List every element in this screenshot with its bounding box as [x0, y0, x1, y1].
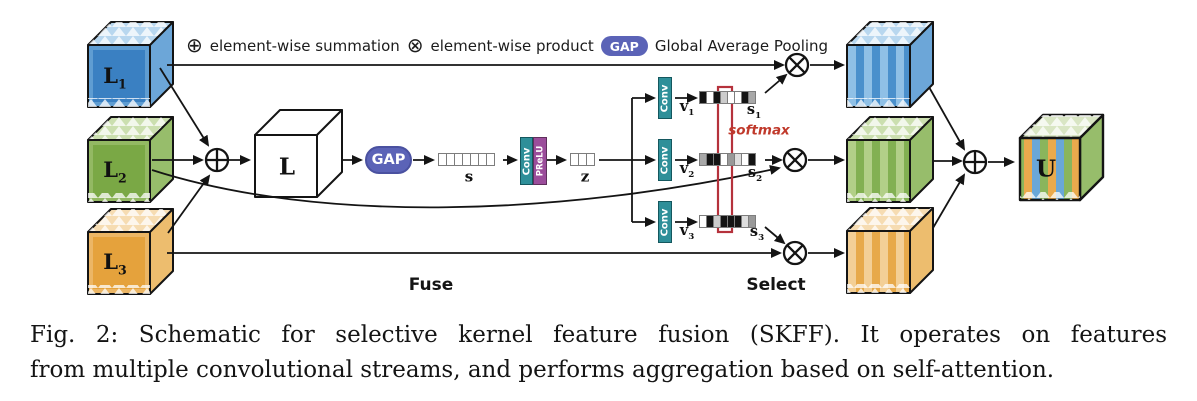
input-cube-l3	[87, 208, 174, 295]
fuse-stage-label: Fuse	[408, 275, 454, 295]
curve-l2-to-mul2	[151, 165, 781, 209]
conv-branch-1: Conv	[658, 77, 672, 119]
diagram-canvas	[87, 21, 1105, 295]
label-v1: v1	[679, 98, 695, 119]
s1-vector	[699, 91, 756, 104]
sum-icon: ⊕	[186, 33, 203, 57]
recalibrated-cube-3	[846, 207, 934, 294]
softmax-label: softmax	[728, 122, 790, 139]
figure-caption: Fig. 2: Schematic for selective kernel f…	[0, 308, 1197, 388]
flow-arrows	[151, 60, 1015, 258]
select-sum-node	[962, 149, 988, 175]
s-vector	[438, 153, 495, 166]
multiply-node-1	[784, 52, 810, 78]
prelu-block: PReLU	[533, 137, 547, 185]
label-l1: L1	[103, 63, 127, 92]
label-s3: s3	[749, 223, 765, 244]
label-u: U	[1035, 155, 1057, 183]
product-icon: ⊗	[406, 33, 424, 57]
legend-product-label: element-wise product	[430, 37, 594, 55]
label-v3: v3	[679, 222, 695, 243]
s2-vector	[699, 153, 756, 166]
recalibrated-cube-2	[846, 116, 934, 203]
z-vector	[570, 153, 595, 166]
label-l3: L3	[103, 249, 127, 278]
gap-node: GAP	[365, 146, 412, 174]
legend-sum-label: element-wise summation	[209, 37, 400, 55]
fused-cube-l	[254, 109, 343, 198]
label-fused-l: L	[278, 153, 296, 181]
input-cube-l1	[87, 21, 174, 108]
arrow-s1-to-mul1	[764, 73, 788, 94]
label-s: s	[464, 167, 474, 186]
label-v2: v2	[679, 160, 695, 181]
recalibrated-cube-1	[846, 21, 934, 108]
arrow-l1-to-fuse-sum	[159, 67, 210, 147]
arrow-s3-to-mul3	[764, 226, 786, 245]
caption-line-2: from multiple convolutional streams, and…	[30, 357, 1055, 383]
label-l2: L2	[103, 157, 127, 186]
label-s1: s1	[746, 101, 762, 122]
multiply-node-2	[782, 147, 808, 173]
conv-branch-2: Conv	[658, 139, 672, 181]
select-stage-label: Select	[746, 275, 806, 295]
legend: ⊕ element-wise summation ⊗ element-wise …	[186, 33, 829, 57]
label-z: z	[580, 167, 590, 186]
conv-branch-3: Conv	[658, 201, 672, 243]
arrow-l3-to-fuse-sum	[167, 174, 211, 234]
caption-line-1: Fig. 2: Schematic for selective kernel f…	[30, 322, 1167, 348]
multiply-node-3	[782, 240, 808, 266]
fuse-sum-node	[204, 147, 230, 173]
label-s2: s2	[747, 164, 763, 185]
legend-gap-label: Global Average Pooling	[654, 37, 829, 55]
gap-badge: GAP	[600, 36, 648, 56]
s3-vector	[699, 215, 756, 228]
conv-block: Conv	[520, 137, 533, 185]
output-cube-u	[1018, 113, 1105, 202]
skff-diagram: ⊕ element-wise summation ⊗ element-wise …	[87, 21, 1105, 295]
